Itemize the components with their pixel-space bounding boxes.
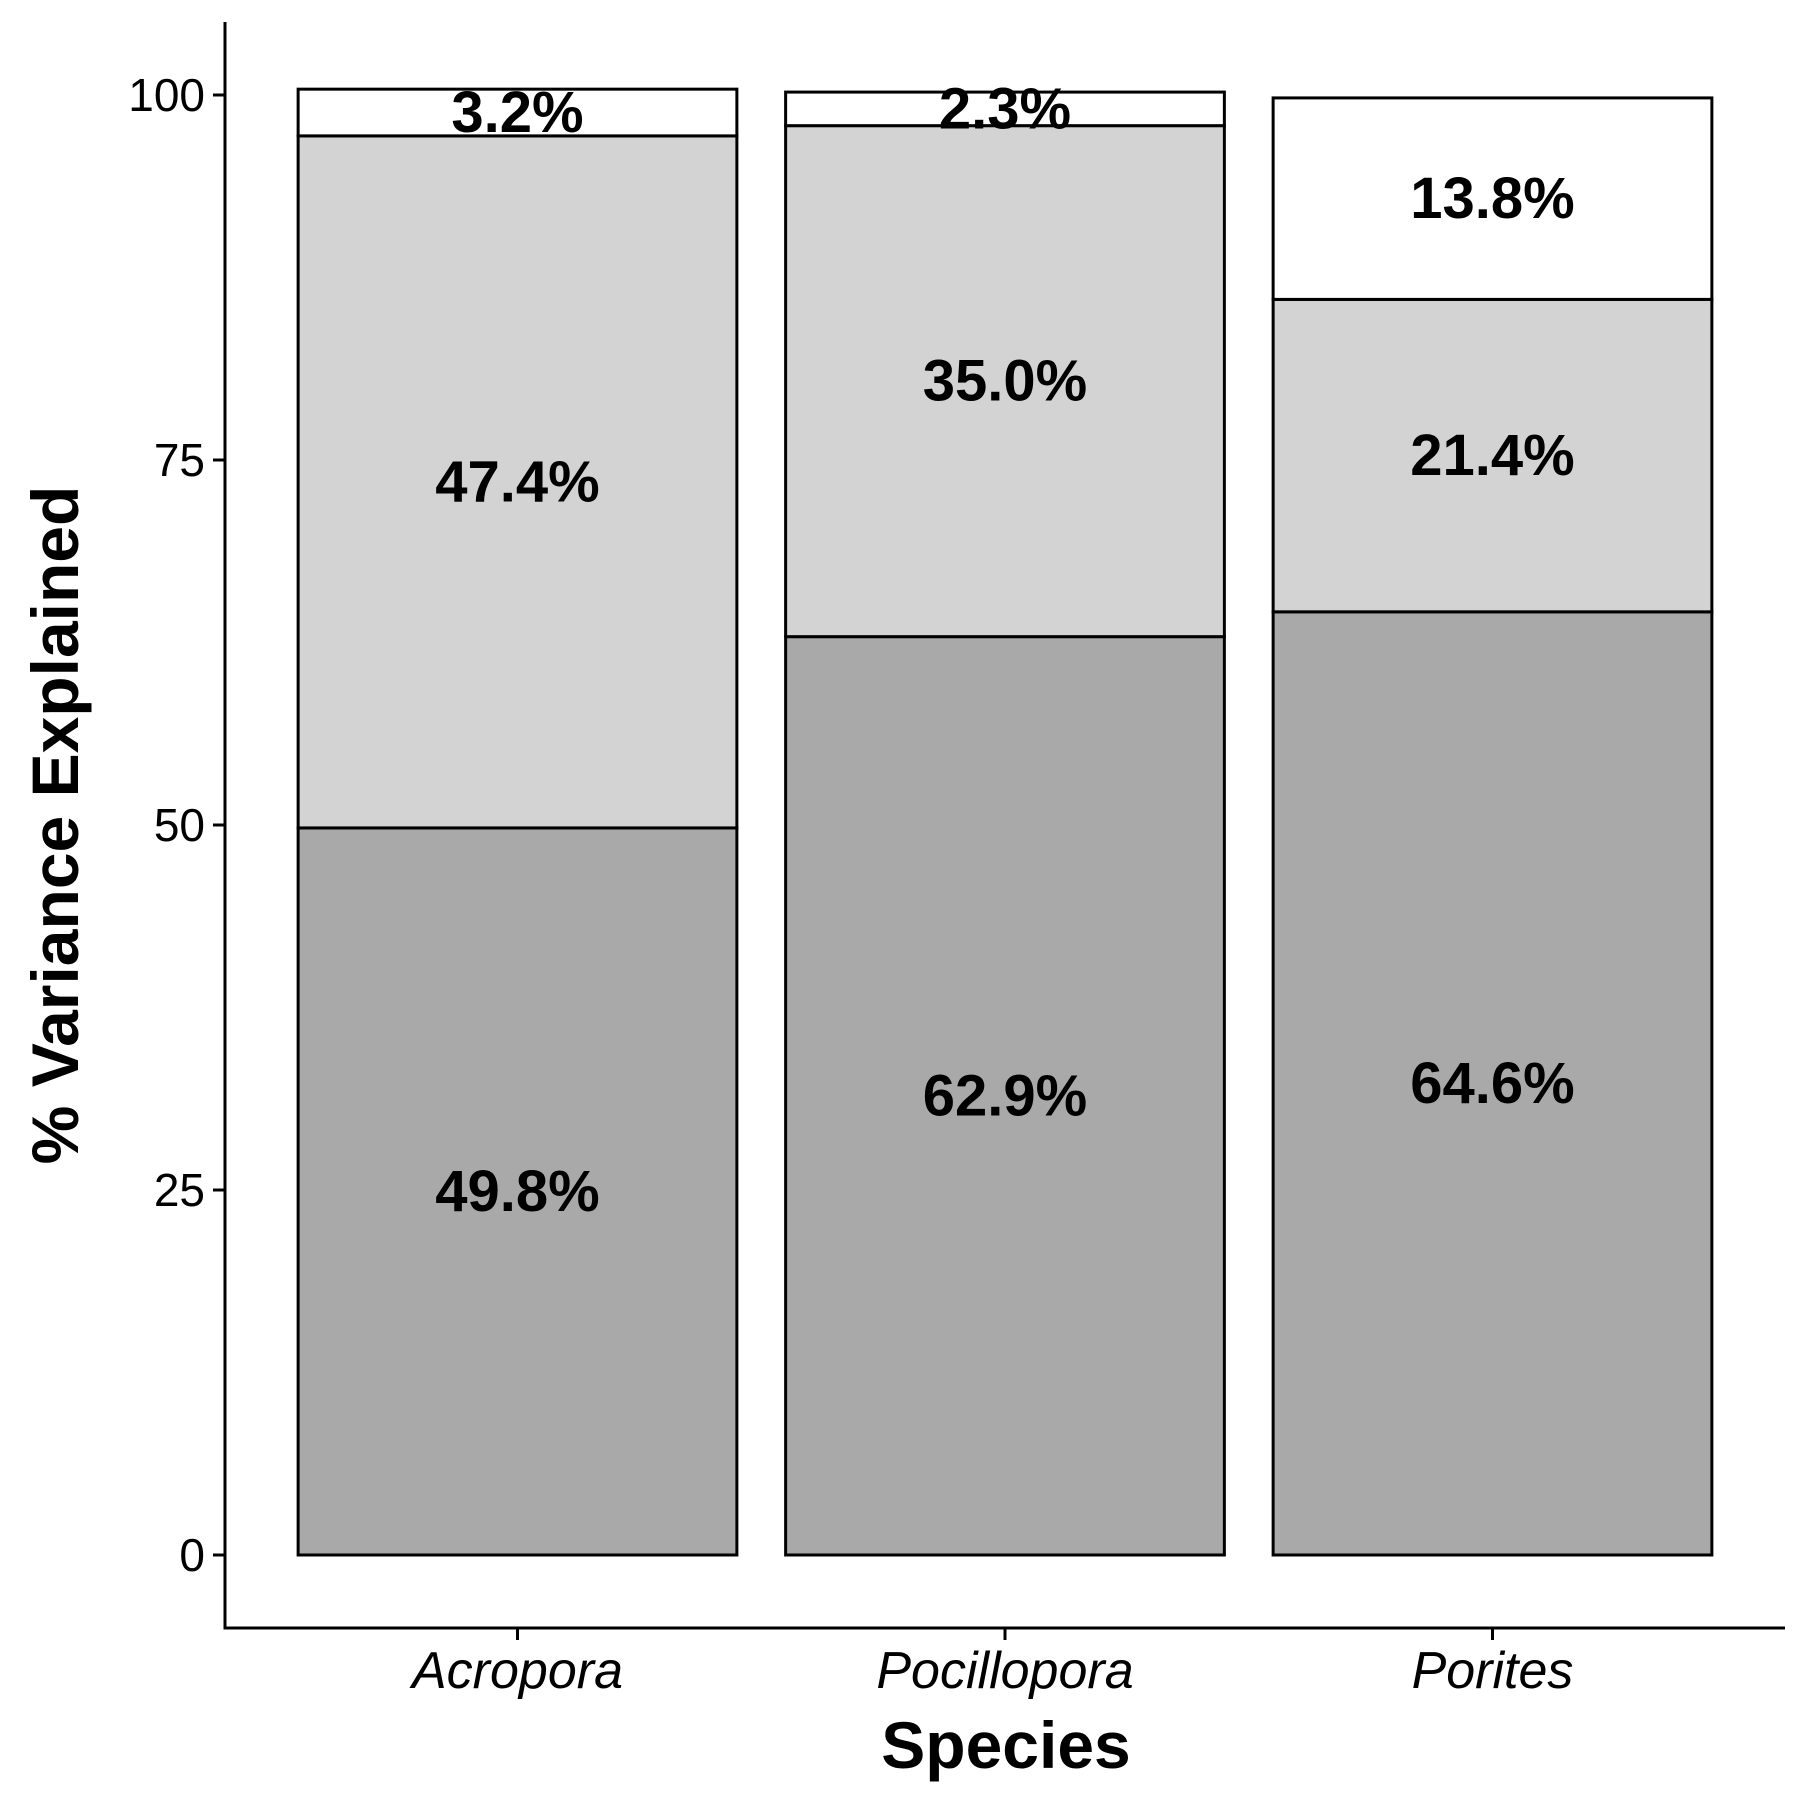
bar-segments [296,87,1714,1557]
x-tick-label: Pocillopora [876,1642,1133,1700]
y-tick-label: 0 [179,1529,205,1581]
bar-segment [296,87,739,138]
y-tick-label: 25 [154,1164,205,1216]
bar-segment [296,134,739,830]
x-axis-ticks: Acropora Pocillopora Porites [409,1628,1573,1700]
bar-value-label: 62.9% [923,1063,1087,1128]
x-tick-label: Porites [1412,1642,1574,1700]
y-tick-label: 50 [154,799,205,851]
x-tick-label: Acropora [409,1642,623,1700]
bar-segment [1271,610,1714,1557]
y-axis-title: % Variance Explained [18,486,92,1165]
bar-value-label: 49.8% [435,1159,599,1224]
bar-data-labels: 49.8% 47.4% 3.2% 62.9% 35.0% 2.3% 64.6% 21.4% 13… [435,76,1574,1224]
bar-value-label: 3.2% [451,80,583,145]
bar-value-label: 64.6% [1410,1051,1574,1116]
x-axis-title: Species [881,1708,1131,1782]
bar-segment [1271,297,1714,614]
y-tick-label: 75 [154,434,205,486]
bar-value-label: 13.8% [1410,166,1574,231]
bar-segment [784,124,1226,639]
y-axis-ticks: 0 25 50 75 100 [128,69,225,1581]
y-tick-label: 100 [128,69,205,121]
bar-segment [784,635,1226,1557]
bar-value-label: 35.0% [923,349,1087,414]
bar-segment [296,826,739,1557]
bar-value-label: 47.4% [435,449,599,514]
bar-value-label: 2.3% [939,76,1071,141]
bar-segment [1271,96,1714,301]
bar-segment [784,90,1226,128]
bar-value-label: 21.4% [1410,423,1574,488]
